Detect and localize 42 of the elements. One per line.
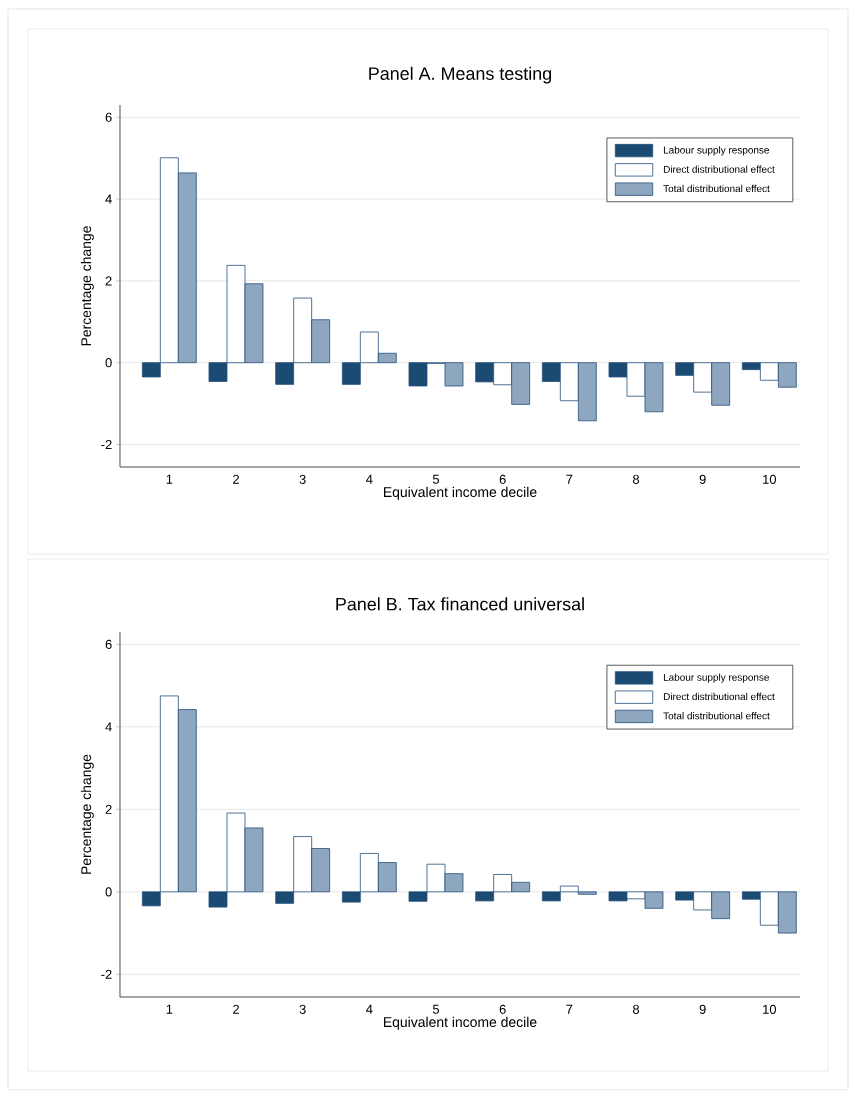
x-tick-label: 8 bbox=[632, 474, 640, 484]
x-tick-label: 9 bbox=[699, 1004, 706, 1014]
legend-label: Direct distributional effect bbox=[663, 692, 775, 701]
x-tick-label: 6 bbox=[499, 474, 506, 484]
x-tick-label: 3 bbox=[299, 474, 306, 484]
x-axis-title: Equivalent income decile bbox=[383, 486, 537, 500]
y-tick-label: 2 bbox=[105, 276, 112, 286]
x-tick-label: 3 bbox=[299, 1004, 306, 1014]
chart-title: Panel A. Means testing bbox=[369, 66, 552, 84]
y-tick-label: 4 bbox=[105, 194, 112, 204]
legend-label: Labour supply response bbox=[663, 146, 769, 156]
y-tick-label: 0 bbox=[105, 887, 112, 897]
x-tick-label: 1 bbox=[166, 474, 173, 484]
x-tick-label: 2 bbox=[233, 1004, 239, 1014]
legend-label: Total distributional effect bbox=[663, 712, 770, 720]
y-tick-label: -2 bbox=[101, 969, 112, 979]
x-tick-label: 7 bbox=[566, 1004, 573, 1014]
y-tick-label: 6 bbox=[105, 639, 112, 649]
x-tick-label: 6 bbox=[499, 1004, 506, 1014]
legend-label: Direct distributional effect bbox=[663, 165, 775, 173]
y-tick-label: -2 bbox=[101, 439, 112, 450]
x-tick-label: 8 bbox=[632, 1004, 640, 1014]
y-axis-title: Percentage change bbox=[80, 226, 94, 346]
x-tick-label: 10 bbox=[763, 1004, 777, 1014]
y-tick-label: 2 bbox=[105, 804, 112, 814]
x-tick-label: 2 bbox=[233, 474, 239, 484]
x-tick-label: 10 bbox=[763, 474, 777, 484]
legend-label: Labour supply response bbox=[663, 673, 769, 683]
legend-label: Total distributional effect bbox=[663, 184, 770, 193]
x-tick-label: 1 bbox=[166, 1004, 173, 1014]
x-tick-label: 5 bbox=[432, 1004, 440, 1014]
y-axis-title: Percentage change bbox=[80, 754, 94, 874]
x-tick-label: 5 bbox=[432, 474, 440, 484]
y-tick-label: 0 bbox=[105, 358, 112, 368]
chart-title: Panel B. Tax financed universal bbox=[336, 597, 584, 611]
y-tick-label: 4 bbox=[105, 722, 112, 732]
y-tick-label: 6 bbox=[105, 112, 112, 122]
x-tick-label: 4 bbox=[366, 1004, 373, 1014]
x-axis-title: Equivalent income decile bbox=[383, 1016, 537, 1030]
x-tick-label: 7 bbox=[566, 474, 573, 484]
x-tick-label: 9 bbox=[699, 474, 706, 484]
x-tick-label: 4 bbox=[366, 474, 373, 484]
